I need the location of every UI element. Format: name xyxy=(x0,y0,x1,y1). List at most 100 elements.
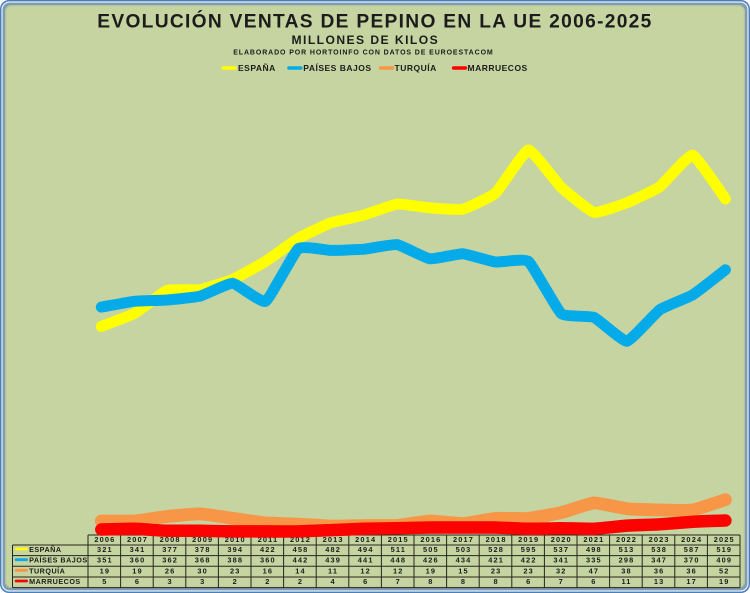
svg-text:EVOLUCIÓN VENTAS DE PEPINO EN: EVOLUCIÓN VENTAS DE PEPINO EN LA UE 2006… xyxy=(97,11,652,33)
svg-text:448: 448 xyxy=(390,556,406,565)
svg-text:351: 351 xyxy=(97,556,113,565)
svg-text:6: 6 xyxy=(135,577,140,586)
svg-text:2011: 2011 xyxy=(258,535,279,544)
svg-text:426: 426 xyxy=(423,556,439,565)
svg-text:MILLONES DE KILOS: MILLONES DE KILOS xyxy=(291,33,439,47)
svg-text:519: 519 xyxy=(716,545,732,554)
svg-text:6: 6 xyxy=(526,577,531,586)
svg-text:368: 368 xyxy=(195,556,211,565)
svg-text:2007: 2007 xyxy=(127,535,148,544)
svg-text:2006: 2006 xyxy=(94,535,115,544)
svg-text:434: 434 xyxy=(456,556,472,565)
svg-text:2020: 2020 xyxy=(551,535,572,544)
svg-text:13: 13 xyxy=(654,577,665,586)
svg-text:ESPAÑA: ESPAÑA xyxy=(238,63,276,73)
svg-text:2: 2 xyxy=(265,577,270,586)
svg-text:394: 394 xyxy=(227,545,243,554)
svg-text:19: 19 xyxy=(719,577,730,586)
svg-text:4: 4 xyxy=(330,577,335,586)
svg-text:11: 11 xyxy=(621,577,631,586)
svg-text:441: 441 xyxy=(358,556,374,565)
svg-text:ESPAÑA: ESPAÑA xyxy=(29,545,61,554)
svg-text:36: 36 xyxy=(686,566,697,575)
svg-text:2017: 2017 xyxy=(453,535,474,544)
svg-text:537: 537 xyxy=(553,545,569,554)
svg-text:8: 8 xyxy=(493,577,498,586)
svg-text:2012: 2012 xyxy=(290,535,311,544)
svg-text:12: 12 xyxy=(360,566,371,575)
svg-text:30: 30 xyxy=(197,566,208,575)
svg-text:3: 3 xyxy=(200,577,205,586)
svg-text:19: 19 xyxy=(132,566,143,575)
svg-text:14: 14 xyxy=(295,566,306,575)
svg-text:6: 6 xyxy=(363,577,368,586)
svg-text:538: 538 xyxy=(651,545,667,554)
svg-text:2: 2 xyxy=(233,577,238,586)
svg-text:378: 378 xyxy=(195,545,211,554)
svg-text:7: 7 xyxy=(559,577,564,586)
svg-text:2022: 2022 xyxy=(616,535,637,544)
svg-text:422: 422 xyxy=(260,545,276,554)
svg-text:2008: 2008 xyxy=(160,535,181,544)
svg-text:23: 23 xyxy=(230,566,241,575)
svg-text:19: 19 xyxy=(100,566,111,575)
svg-text:341: 341 xyxy=(130,545,146,554)
svg-text:2: 2 xyxy=(298,577,303,586)
svg-text:587: 587 xyxy=(684,545,700,554)
svg-text:52: 52 xyxy=(719,566,730,575)
svg-text:2019: 2019 xyxy=(518,535,539,544)
svg-text:482: 482 xyxy=(325,545,341,554)
svg-text:2013: 2013 xyxy=(323,535,344,544)
svg-text:595: 595 xyxy=(521,545,537,554)
svg-text:PAÍSES BAJOS: PAÍSES BAJOS xyxy=(29,556,88,565)
svg-text:47: 47 xyxy=(589,566,600,575)
svg-text:360: 360 xyxy=(130,556,146,565)
svg-text:511: 511 xyxy=(391,545,406,554)
svg-text:2023: 2023 xyxy=(649,535,670,544)
svg-text:2016: 2016 xyxy=(420,535,441,544)
svg-text:494: 494 xyxy=(358,545,374,554)
svg-text:421: 421 xyxy=(488,556,504,565)
svg-text:298: 298 xyxy=(619,556,635,565)
svg-text:23: 23 xyxy=(523,566,534,575)
svg-text:458: 458 xyxy=(293,545,309,554)
svg-text:360: 360 xyxy=(260,556,276,565)
svg-text:32: 32 xyxy=(556,566,567,575)
svg-text:513: 513 xyxy=(619,545,635,554)
svg-text:38: 38 xyxy=(621,566,632,575)
svg-text:23: 23 xyxy=(491,566,502,575)
svg-text:2025: 2025 xyxy=(714,535,735,544)
svg-text:8: 8 xyxy=(461,577,466,586)
svg-text:8: 8 xyxy=(428,577,433,586)
svg-text:TURQUÍA: TURQUÍA xyxy=(29,566,65,575)
svg-text:362: 362 xyxy=(162,556,178,565)
svg-text:2021: 2021 xyxy=(583,535,604,544)
svg-text:321: 321 xyxy=(97,545,113,554)
svg-text:2018: 2018 xyxy=(486,535,507,544)
svg-text:6: 6 xyxy=(591,577,596,586)
svg-text:335: 335 xyxy=(586,556,602,565)
svg-text:PAÍSES BAJOS: PAÍSES BAJOS xyxy=(303,63,371,73)
svg-text:15: 15 xyxy=(458,566,469,575)
svg-text:370: 370 xyxy=(684,556,700,565)
svg-text:MARRUECOS: MARRUECOS xyxy=(29,577,81,586)
svg-text:MARRUECOS: MARRUECOS xyxy=(468,63,528,73)
svg-text:26: 26 xyxy=(165,566,176,575)
svg-text:2009: 2009 xyxy=(192,535,213,544)
svg-text:439: 439 xyxy=(325,556,341,565)
svg-text:503: 503 xyxy=(456,545,472,554)
svg-text:TURQUÍA: TURQUÍA xyxy=(395,63,437,73)
svg-text:16: 16 xyxy=(263,566,274,575)
svg-text:442: 442 xyxy=(293,556,309,565)
svg-text:19: 19 xyxy=(426,566,437,575)
svg-text:409: 409 xyxy=(716,556,732,565)
svg-text:3: 3 xyxy=(167,577,172,586)
svg-text:2010: 2010 xyxy=(225,535,246,544)
svg-text:528: 528 xyxy=(488,545,504,554)
svg-text:377: 377 xyxy=(162,545,178,554)
svg-text:7: 7 xyxy=(396,577,401,586)
svg-text:2024: 2024 xyxy=(681,535,702,544)
svg-text:11: 11 xyxy=(328,566,338,575)
svg-text:347: 347 xyxy=(651,556,667,565)
svg-text:36: 36 xyxy=(654,566,665,575)
